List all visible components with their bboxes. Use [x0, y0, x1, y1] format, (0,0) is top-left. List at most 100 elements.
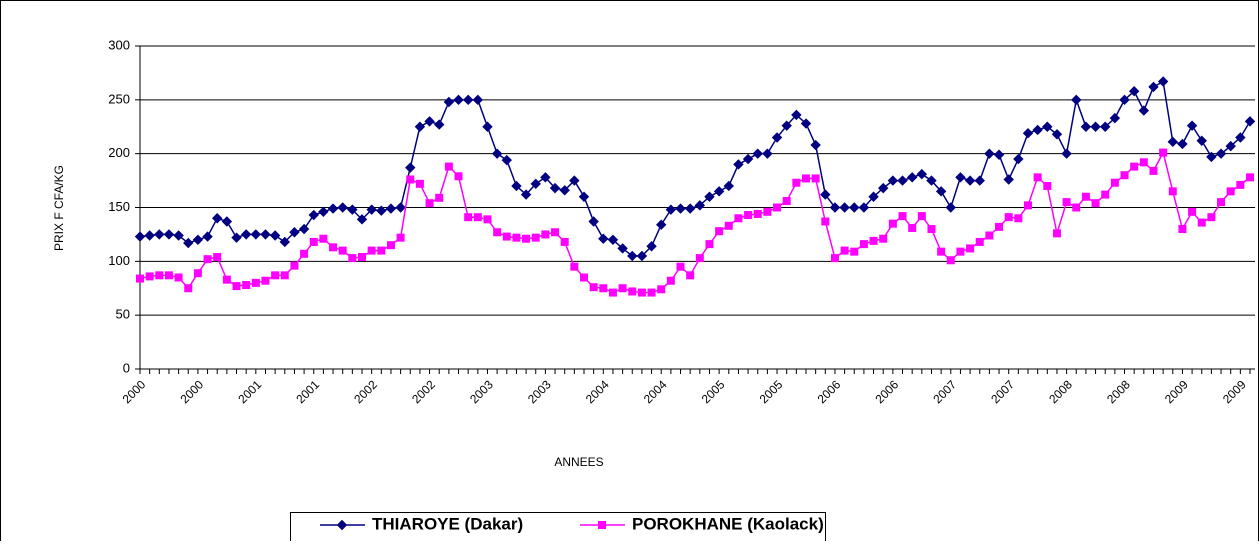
data-point — [946, 256, 955, 265]
data-point — [454, 172, 463, 181]
data-point — [637, 288, 646, 297]
data-point — [781, 120, 792, 131]
data-point — [338, 246, 347, 255]
legend-label: POROKHANE (Kaolack) — [632, 514, 824, 533]
data-point — [1186, 120, 1198, 131]
data-point — [1090, 121, 1101, 132]
data-point — [802, 174, 810, 183]
data-point — [212, 213, 223, 224]
data-point — [1061, 148, 1072, 159]
data-point — [580, 273, 588, 282]
data-point — [569, 175, 580, 186]
data-point — [348, 254, 357, 263]
data-point — [280, 271, 289, 280]
data-point — [184, 284, 193, 293]
y-axis-title: PRIX F CFA/KG — [52, 165, 66, 251]
data-point — [1157, 76, 1169, 87]
data-point — [608, 288, 617, 297]
y-tick-label: 0 — [123, 360, 130, 375]
data-point — [742, 153, 754, 165]
data-point — [308, 209, 319, 221]
data-point — [559, 185, 570, 196]
data-point — [917, 212, 926, 221]
data-point — [878, 182, 889, 194]
data-point — [414, 121, 426, 132]
data-point — [888, 219, 897, 228]
data-point — [202, 231, 213, 242]
data-point — [782, 197, 791, 206]
data-point — [1226, 187, 1235, 196]
data-point — [358, 253, 366, 262]
data-point — [1022, 128, 1034, 139]
y-tick-label: 100 — [108, 253, 130, 268]
data-point — [773, 203, 782, 212]
data-point — [1159, 148, 1168, 157]
data-point — [1177, 138, 1188, 150]
y-tick-label: 200 — [108, 145, 130, 160]
data-point — [694, 200, 706, 211]
data-point — [589, 283, 598, 292]
data-point — [1110, 178, 1119, 187]
data-point — [763, 207, 772, 216]
data-point — [337, 202, 348, 213]
data-point — [221, 216, 233, 227]
data-point — [1080, 121, 1092, 132]
data-point — [1042, 121, 1053, 132]
data-point — [327, 203, 339, 214]
data-point — [1072, 203, 1081, 212]
data-point — [1207, 213, 1216, 222]
data-point — [250, 229, 262, 240]
data-point — [1139, 158, 1148, 167]
data-point — [386, 241, 395, 250]
data-point — [792, 178, 801, 187]
data-point — [734, 214, 743, 223]
data-point — [183, 237, 194, 249]
data-point — [916, 168, 928, 180]
legend-box — [290, 512, 826, 546]
data-point — [935, 186, 947, 197]
data-point — [300, 249, 309, 258]
data-point — [164, 271, 173, 280]
data-point — [1024, 201, 1032, 210]
data-point — [482, 121, 493, 132]
data-point — [800, 118, 812, 129]
data-point — [858, 202, 870, 213]
data-point — [820, 189, 831, 200]
data-point — [511, 180, 522, 192]
data-point — [1138, 105, 1150, 116]
data-point — [329, 243, 338, 252]
data-point — [744, 211, 753, 220]
y-tick-label: 250 — [108, 91, 130, 106]
data-point — [213, 253, 222, 262]
legend-marker — [336, 519, 348, 531]
data-point — [231, 232, 242, 243]
data-point — [598, 233, 609, 244]
data-point — [906, 172, 918, 183]
data-point — [289, 227, 300, 238]
data-point — [203, 255, 212, 264]
data-point — [1004, 213, 1013, 222]
data-point — [839, 202, 850, 213]
data-point — [367, 246, 376, 255]
data-point — [1043, 181, 1052, 190]
data-point — [356, 214, 368, 225]
data-point — [733, 159, 744, 170]
data-point — [1033, 173, 1042, 182]
data-point — [501, 154, 512, 166]
data-point — [1236, 180, 1245, 189]
data-point — [522, 234, 531, 243]
data-point — [791, 109, 802, 121]
data-point — [1215, 148, 1227, 159]
data-point — [434, 119, 445, 130]
data-point — [666, 276, 675, 285]
data-point — [319, 234, 328, 243]
data-point — [376, 205, 387, 216]
data-point — [859, 240, 868, 249]
data-point — [144, 230, 155, 241]
data-point — [1168, 187, 1177, 196]
data-point — [1100, 121, 1111, 132]
data-point — [984, 148, 995, 159]
data-point — [869, 236, 878, 245]
data-point — [154, 229, 165, 240]
